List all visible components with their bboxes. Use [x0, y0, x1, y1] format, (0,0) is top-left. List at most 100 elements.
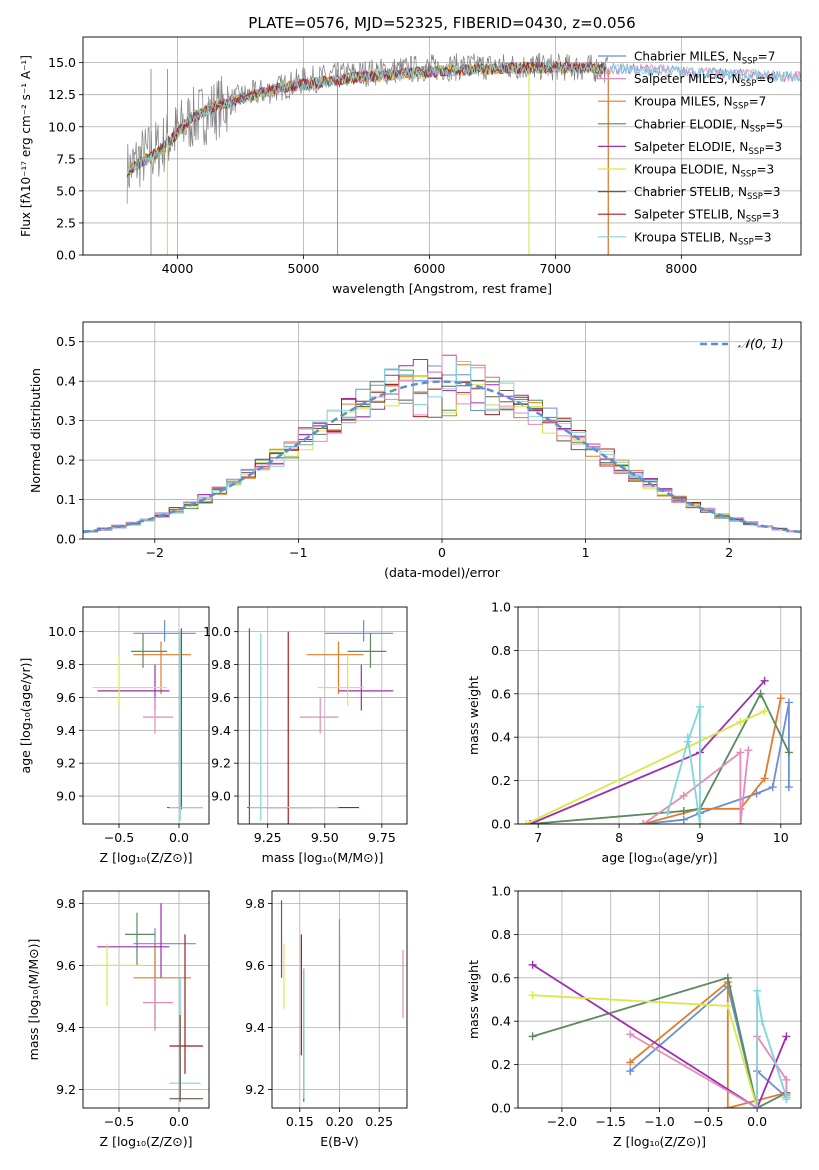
x-tick-label: 7: [534, 830, 542, 845]
data-point: [753, 1104, 762, 1108]
y-tick-label: 0.6: [491, 970, 511, 985]
data-point: [744, 746, 753, 755]
data-point: [784, 748, 793, 757]
series: [528, 960, 791, 1108]
legend-label: Chabrier MILES, NSSP=7: [634, 50, 775, 67]
data-point: [753, 986, 762, 995]
y-tick-label: 9.2: [56, 1082, 76, 1097]
data-point: [782, 1032, 791, 1041]
model-spectrum-8: [126, 61, 801, 175]
crosses: [247, 620, 394, 824]
chart-age-vs-mass: 9.25 9.50 9.75 9.0 9.2 9.4 9.6 9.8 10.0 mass [log…: [203, 606, 408, 865]
x-tick-label: 4000: [162, 261, 194, 276]
x-tick-label: 8: [615, 830, 623, 845]
data-point: [776, 694, 785, 703]
x-tick-label: −1.0: [644, 1114, 674, 1129]
x-tick-label: −2: [146, 545, 164, 560]
y-tick-label: 0.0: [491, 817, 511, 832]
data-point: [752, 789, 761, 798]
legend-label: Salpeter MILES, NSSP=6: [634, 72, 774, 89]
x-tick-label: 9.75: [368, 830, 396, 845]
data-point: [679, 815, 688, 824]
x-axis-label: age [log₁₀(age/yr)]: [602, 850, 718, 865]
legend-label: Kroupa STELIB, NSSP=3: [634, 230, 772, 247]
y-axis-label: age [log₁₀(age/yr)]: [18, 658, 33, 774]
data-point: [626, 1067, 635, 1076]
axes-frame: [82, 36, 802, 256]
x-tick-label: 0.20: [326, 1114, 354, 1129]
y-tick-label: 9.0: [211, 789, 231, 804]
x-tick-label: 9: [696, 830, 704, 845]
data-point: [528, 1032, 537, 1041]
y-tick-label: 9.4: [245, 1020, 265, 1035]
chart-mass-weight-vs-age: 7 8 9 10 0.0 0.2 0.4 0.6 0.8 1.0 age [log₁₀(age/yr…: [466, 600, 802, 865]
data-point: [522, 820, 531, 824]
crosses: [92, 903, 203, 1102]
y-tick-label: 0.8: [491, 643, 511, 658]
data-point: [736, 820, 745, 824]
y-tick-label: 12.5: [48, 87, 76, 102]
y-tick-label: 9.4: [56, 1020, 76, 1035]
axes-frame: [517, 606, 802, 825]
y-tick-label: 9.6: [211, 690, 231, 705]
y-tick-label: 9.4: [211, 723, 231, 738]
x-tick-label: 8000: [665, 261, 697, 276]
data-point: [760, 707, 769, 716]
x-tick-label: 10: [773, 830, 789, 845]
y-axis-label: Normed distribution: [28, 368, 43, 493]
axes-frame: [82, 321, 802, 540]
data-point: [683, 733, 692, 742]
data-point: [626, 1030, 635, 1039]
y-tick-label: 0.2: [491, 773, 511, 788]
x-tick-label: 1: [582, 545, 590, 560]
x-tick-label: 0.0: [169, 830, 189, 845]
data-point: [679, 806, 688, 815]
data-point: [695, 702, 704, 711]
data-point: [760, 676, 769, 685]
y-tick-label: 2.5: [56, 215, 76, 230]
data-point: [768, 783, 777, 792]
x-tick-label: 5000: [288, 261, 320, 276]
chart-age-vs-Z: −0.5 0.0 9.0 9.2 9.4 9.6 9.8 10.0 Z [log₁₀(Z/Z⊙)…: [18, 606, 210, 865]
y-tick-label: 9.6: [245, 958, 265, 973]
axes-frame: [82, 890, 210, 1109]
legend-label: 𝒩(0, 1): [738, 336, 784, 351]
y-tick-label: 9.8: [56, 657, 76, 672]
x-tick-label: 2: [725, 545, 733, 560]
y-tick-label: 7.5: [56, 151, 76, 166]
data-point: [736, 748, 745, 757]
x-axis-label: wavelength [Angstrom, rest frame]: [332, 281, 552, 296]
y-tick-label: 0.0: [56, 248, 76, 263]
data-point: [695, 820, 704, 824]
data-point: [679, 791, 688, 800]
y-tick-label: 0.3: [56, 413, 76, 428]
x-tick-label: 0.0: [747, 1114, 767, 1129]
y-tick-label: 9.6: [56, 690, 76, 705]
legend-label: Kroupa MILES, NSSP=7: [634, 95, 766, 112]
data-point: [782, 1095, 791, 1104]
crosses: [280, 900, 404, 1102]
legend-label: Salpeter STELIB, NSSP=3: [634, 208, 779, 225]
axes-frame: [271, 890, 408, 1109]
y-tick-label: 0.6: [491, 686, 511, 701]
spectrum-lines: [126, 52, 801, 255]
legend-label: Kroupa ELODIE, NSSP=3: [634, 163, 774, 180]
x-tick-label: 0.15: [286, 1114, 314, 1129]
y-tick-label: 15.0: [48, 55, 76, 70]
y-tick-label: 1.0: [491, 884, 511, 899]
y-tick-label: 10.0: [48, 119, 76, 134]
axes-frame: [237, 606, 408, 825]
x-axis-label: (data-model)/error: [384, 565, 501, 580]
y-tick-label: 10.0: [48, 624, 76, 639]
x-axis-label: E(B-V): [320, 1134, 359, 1149]
legend-label: Chabrier STELIB, NSSP=3: [634, 185, 781, 202]
data-point: [760, 774, 769, 783]
x-tick-label: −0.5: [693, 1114, 723, 1129]
data-point: [663, 809, 672, 818]
y-axis-label: mass [log₁₀(M/M⊙)]: [26, 939, 41, 1061]
x-tick-label: −1.5: [596, 1114, 626, 1129]
series-line-4: [532, 994, 758, 1108]
data-point: [736, 718, 745, 727]
y-tick-label: 5.0: [56, 183, 76, 198]
x-tick-label: 0.0: [169, 1114, 189, 1129]
